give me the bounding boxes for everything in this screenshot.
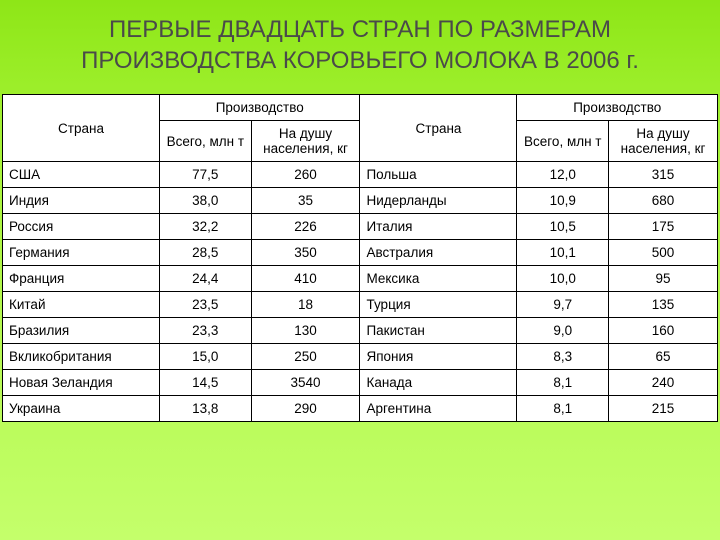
- milk-production-table: Страна Производство Страна Производство …: [2, 94, 718, 422]
- table-row: Бразилия23,3130Пакистан9,0160: [3, 318, 718, 344]
- country-cell: Франция: [3, 266, 160, 292]
- total-cell: 8,1: [517, 370, 609, 396]
- country-cell: Новая Зеландия: [3, 370, 160, 396]
- country-cell: Нидерланды: [360, 188, 517, 214]
- percap-cell: 215: [609, 396, 718, 422]
- percap-cell: 226: [251, 214, 360, 240]
- col-country-left: Страна: [3, 95, 160, 162]
- percap-cell: 35: [251, 188, 360, 214]
- total-cell: 9,7: [517, 292, 609, 318]
- country-cell: Канада: [360, 370, 517, 396]
- total-cell: 8,1: [517, 396, 609, 422]
- page-title: ПЕРВЫЕ ДВАДЦАТЬ СТРАН ПО РАЗМЕРАМ ПРОИЗВ…: [0, 0, 720, 86]
- percap-cell: 18: [251, 292, 360, 318]
- total-cell: 24,4: [160, 266, 252, 292]
- percap-cell: 350: [251, 240, 360, 266]
- country-cell: Япония: [360, 344, 517, 370]
- col-total-left: Всего, млн т: [160, 121, 252, 162]
- country-cell: Мексика: [360, 266, 517, 292]
- country-cell: Россия: [3, 214, 160, 240]
- total-cell: 32,2: [160, 214, 252, 240]
- country-cell: Германия: [3, 240, 160, 266]
- total-cell: 8,3: [517, 344, 609, 370]
- percap-cell: 260: [251, 162, 360, 188]
- percap-cell: 680: [609, 188, 718, 214]
- percap-cell: 290: [251, 396, 360, 422]
- col-percap-left: На душу населения, кг: [251, 121, 360, 162]
- percap-cell: 315: [609, 162, 718, 188]
- country-cell: Индия: [3, 188, 160, 214]
- country-cell: Польша: [360, 162, 517, 188]
- table-row: США77,5260Польша12,0315: [3, 162, 718, 188]
- percap-cell: 175: [609, 214, 718, 240]
- total-cell: 10,0: [517, 266, 609, 292]
- country-cell: Аргентина: [360, 396, 517, 422]
- country-cell: Вкликобритания: [3, 344, 160, 370]
- percap-cell: 410: [251, 266, 360, 292]
- table-row: Украина13,8290Аргентина8,1215: [3, 396, 718, 422]
- total-cell: 38,0: [160, 188, 252, 214]
- country-cell: Италия: [360, 214, 517, 240]
- col-production-left: Производство: [160, 95, 360, 121]
- country-cell: Пакистан: [360, 318, 517, 344]
- total-cell: 23,3: [160, 318, 252, 344]
- total-cell: 28,5: [160, 240, 252, 266]
- country-cell: Украина: [3, 396, 160, 422]
- percap-cell: 65: [609, 344, 718, 370]
- percap-cell: 250: [251, 344, 360, 370]
- table-row: Китай23,518Турция9,7135: [3, 292, 718, 318]
- table-row: Вкликобритания15,0250Япония8,365: [3, 344, 718, 370]
- total-cell: 77,5: [160, 162, 252, 188]
- total-cell: 13,8: [160, 396, 252, 422]
- table-container: Страна Производство Страна Производство …: [2, 94, 718, 422]
- country-cell: США: [3, 162, 160, 188]
- percap-cell: 135: [609, 292, 718, 318]
- table-row: Индия38,035Нидерланды10,9680: [3, 188, 718, 214]
- total-cell: 9,0: [517, 318, 609, 344]
- col-percap-right: На душу населения, кг: [609, 121, 718, 162]
- total-cell: 12,0: [517, 162, 609, 188]
- country-cell: Бразилия: [3, 318, 160, 344]
- total-cell: 14,5: [160, 370, 252, 396]
- percap-cell: 240: [609, 370, 718, 396]
- table-row: Россия32,2226Италия10,5175: [3, 214, 718, 240]
- total-cell: 15,0: [160, 344, 252, 370]
- percap-cell: 130: [251, 318, 360, 344]
- col-production-right: Производство: [517, 95, 718, 121]
- percap-cell: 160: [609, 318, 718, 344]
- col-country-right: Страна: [360, 95, 517, 162]
- percap-cell: 3540: [251, 370, 360, 396]
- total-cell: 10,5: [517, 214, 609, 240]
- total-cell: 10,1: [517, 240, 609, 266]
- table-row: Франция24,4410Мексика10,095: [3, 266, 718, 292]
- col-total-right: Всего, млн т: [517, 121, 609, 162]
- percap-cell: 500: [609, 240, 718, 266]
- table-row: Германия28,5350Австралия10,1500: [3, 240, 718, 266]
- total-cell: 10,9: [517, 188, 609, 214]
- total-cell: 23,5: [160, 292, 252, 318]
- country-cell: Китай: [3, 292, 160, 318]
- table-row: Новая Зеландия14,53540Канада8,1240: [3, 370, 718, 396]
- country-cell: Австралия: [360, 240, 517, 266]
- country-cell: Турция: [360, 292, 517, 318]
- percap-cell: 95: [609, 266, 718, 292]
